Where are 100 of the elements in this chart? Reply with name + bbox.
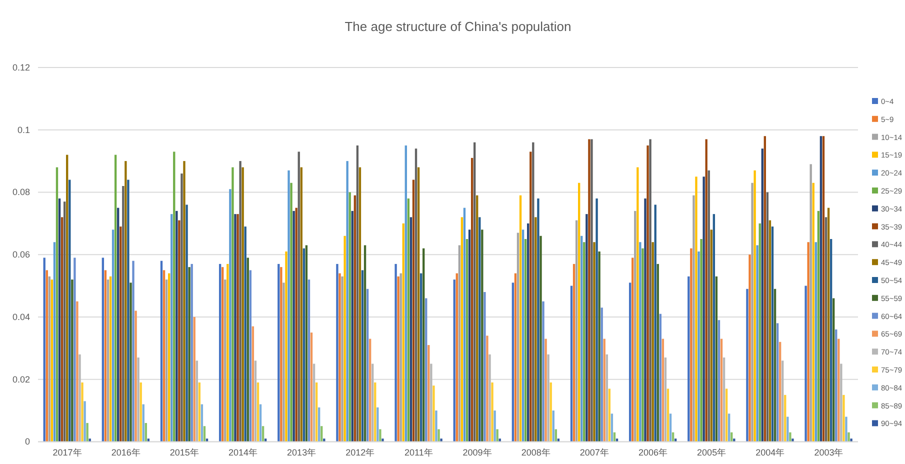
bar — [364, 245, 366, 442]
x-tick-label: 2008年 — [521, 448, 550, 458]
bar — [140, 382, 142, 442]
bar — [636, 167, 639, 442]
x-tick-label: 2009年 — [462, 448, 492, 458]
bar — [112, 230, 114, 442]
bar — [368, 338, 372, 442]
bar — [254, 360, 257, 442]
bar — [835, 329, 838, 442]
bar — [588, 139, 590, 442]
bar — [540, 236, 542, 442]
x-tick-label: 2005年 — [697, 448, 726, 458]
bar — [570, 286, 573, 442]
bar — [173, 152, 176, 442]
bar — [840, 364, 842, 442]
bar — [48, 276, 50, 442]
x-tick-label: 2004年 — [756, 448, 785, 458]
bar — [646, 145, 649, 442]
bar — [58, 198, 61, 442]
bar — [460, 217, 464, 442]
bar — [382, 438, 384, 442]
bar — [183, 161, 186, 442]
bar — [756, 245, 758, 442]
bar — [346, 161, 348, 442]
y-tick-label: 0.08 — [12, 187, 30, 198]
bar — [137, 358, 140, 442]
bar — [430, 364, 432, 442]
bar — [234, 214, 236, 442]
bar — [516, 232, 520, 442]
bar — [656, 264, 659, 442]
bar — [758, 223, 761, 442]
bar — [580, 236, 583, 442]
bar — [466, 239, 468, 442]
bar — [117, 208, 120, 442]
bar — [778, 342, 782, 442]
bar — [666, 388, 670, 442]
bar — [420, 273, 422, 442]
bar — [168, 273, 170, 442]
bar — [593, 242, 596, 442]
bar — [473, 142, 476, 442]
bar — [458, 245, 460, 442]
bar — [830, 239, 832, 442]
bar — [102, 258, 104, 442]
bar — [603, 338, 606, 442]
x-tick-label: 2006年 — [638, 448, 668, 458]
bar — [659, 314, 662, 442]
bar — [232, 167, 234, 442]
bar — [746, 288, 748, 442]
bar — [252, 326, 254, 442]
x-tick-label: 2007年 — [580, 448, 609, 458]
bar — [46, 270, 48, 442]
bar — [410, 217, 412, 442]
bar — [114, 154, 117, 442]
chart-title: The age structure of China's population — [344, 19, 572, 34]
bar — [596, 198, 598, 442]
bar — [662, 338, 664, 442]
bar — [292, 210, 295, 442]
bar — [196, 360, 198, 442]
bar — [66, 154, 68, 442]
bar — [400, 273, 402, 442]
bar — [537, 198, 540, 442]
bar — [784, 394, 786, 442]
bar — [771, 226, 774, 442]
bar — [71, 280, 74, 442]
bar — [165, 280, 168, 442]
bar — [751, 182, 754, 442]
bar — [440, 438, 442, 442]
bar — [134, 310, 137, 442]
bar — [792, 438, 794, 442]
bar — [652, 242, 654, 442]
bar — [142, 404, 144, 442]
bar — [484, 292, 486, 442]
bar — [428, 345, 430, 442]
bar — [74, 258, 76, 442]
bar — [782, 360, 784, 442]
bar — [817, 210, 820, 442]
bar — [109, 276, 112, 442]
bar — [412, 180, 415, 442]
bar — [422, 248, 425, 442]
bar — [288, 170, 290, 442]
bar — [256, 382, 260, 442]
bar — [664, 358, 667, 442]
bar — [78, 354, 81, 442]
bar — [807, 242, 810, 442]
bar — [361, 270, 364, 442]
bar — [720, 338, 723, 442]
bar — [848, 432, 850, 442]
bar — [494, 410, 496, 442]
bar — [180, 174, 183, 442]
bar — [379, 429, 382, 442]
bar — [530, 152, 532, 442]
bar — [583, 242, 586, 442]
bar — [86, 422, 88, 442]
bar — [774, 288, 776, 442]
bar — [698, 251, 700, 442]
bar — [438, 429, 440, 442]
bar — [198, 382, 201, 442]
bar — [722, 358, 726, 442]
bar — [754, 170, 756, 442]
bar — [476, 195, 478, 442]
